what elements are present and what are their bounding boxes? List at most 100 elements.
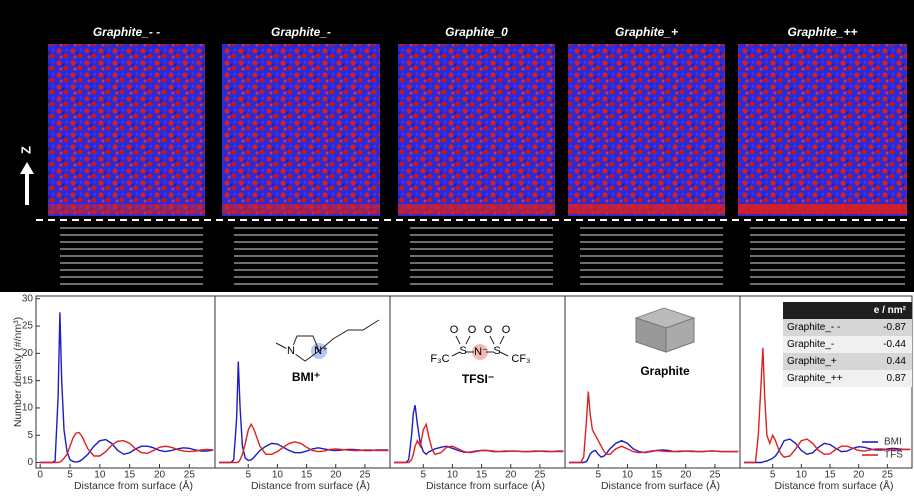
x-tick-label: 5 <box>595 470 601 481</box>
series-line <box>569 391 739 464</box>
series-line <box>219 422 389 464</box>
x-tick-label: 20 <box>154 470 166 481</box>
table-cell: 0.87 <box>887 373 907 384</box>
table-row-bg <box>783 370 912 387</box>
x-tick-label: 25 <box>882 470 894 481</box>
table-row-bg <box>783 336 912 353</box>
x-tick-label: 25 <box>359 470 371 481</box>
snapshots: Graphite_- - Graphite_- Graphite_0 Graphite… <box>48 25 907 285</box>
x-tick-label: 15 <box>824 470 836 481</box>
x-axis-label: Distance from surface (Å) <box>74 479 193 492</box>
x-tick-label: 15 <box>651 470 663 481</box>
interface-layer <box>568 204 725 214</box>
atom-label: CF₃ <box>511 353 530 365</box>
charge-highlight <box>472 344 488 360</box>
x-tick-label: 20 <box>680 470 692 481</box>
snapshot-title: Graphite_- - <box>93 25 160 39</box>
x-tick-label: 10 <box>622 470 634 481</box>
y-tick-label: 15 <box>22 375 34 386</box>
atom-label: S <box>459 345 466 357</box>
md-snapshot <box>222 44 380 216</box>
x-tick-label: 5 <box>770 470 776 481</box>
table-row-bg <box>783 353 912 370</box>
x-tick-label: 10 <box>447 470 459 481</box>
x-tick-label: 10 <box>272 470 284 481</box>
table-cell: Graphite_- <box>787 339 834 350</box>
series-line <box>744 438 911 464</box>
x-tick-label: 20 <box>330 470 342 481</box>
table-cell: -0.44 <box>883 339 906 350</box>
atom-label: F₃C <box>430 353 449 365</box>
y-tick-label: 20 <box>22 348 34 359</box>
structure-label: Graphite <box>640 364 690 378</box>
x-tick-label: 10 <box>796 470 808 481</box>
snapshot-title: Graphite_++ <box>787 25 857 39</box>
x-tick-label: 25 <box>709 470 721 481</box>
atom-label: O <box>484 324 493 336</box>
graphite-icon <box>634 307 696 353</box>
interface-layer <box>48 204 205 214</box>
snapshot-title: Graphite_+ <box>615 25 678 39</box>
atom-label: O <box>450 324 459 336</box>
md-snapshot <box>48 44 205 216</box>
md-snapshot <box>398 44 555 216</box>
x-tick-label: 20 <box>505 470 517 481</box>
z-label: Z <box>18 146 33 154</box>
x-tick-label: 5 <box>67 470 73 481</box>
x-tick-label: 15 <box>476 470 488 481</box>
md-snapshot <box>568 44 725 216</box>
x-tick-label: 15 <box>301 470 313 481</box>
y-axis-label: Number density (#/nm³) <box>12 317 24 427</box>
series-line <box>40 312 214 464</box>
x-tick-label: 20 <box>853 470 865 481</box>
x-axis-label: Distance from surface (Å) <box>251 479 370 492</box>
series-line <box>744 347 911 464</box>
y-tick-label: 25 <box>22 321 34 332</box>
x-tick-label: 5 <box>245 470 251 481</box>
table-cell: -0.87 <box>883 322 906 333</box>
y-tick-label: 10 <box>22 403 34 414</box>
table-cell: Graphite_+ <box>787 356 837 367</box>
atom-label: N <box>287 345 295 357</box>
x-axis-label: Distance from surface (Å) <box>774 479 893 492</box>
y-tick-label: 30 <box>22 293 34 304</box>
tfsi-bonds <box>451 335 509 357</box>
interface-layer <box>222 204 380 214</box>
x-axis-label: Distance from surface (Å) <box>601 479 720 492</box>
md-snapshot <box>738 44 907 216</box>
legend-label: BMI <box>884 437 902 448</box>
atom-label: N⁺ <box>314 345 328 357</box>
atom-label: O <box>502 324 511 336</box>
structure-label: TFSI⁻ <box>462 372 494 386</box>
x-tick-label: 15 <box>124 470 136 481</box>
table-cell: Graphite_++ <box>787 373 843 384</box>
series-line <box>394 422 564 464</box>
atom-label: N⁻ <box>474 346 488 358</box>
table-row-bg <box>783 319 912 336</box>
atom-label: S <box>493 345 500 357</box>
atom-label: O <box>468 324 477 336</box>
z-arrowhead <box>20 162 34 174</box>
table-header: e / nm² <box>874 305 907 316</box>
charge-table: e / nm² Graphite_- - -0.87 Graphite_- -0.44 G… <box>783 302 912 387</box>
x-tick-label: 10 <box>94 470 106 481</box>
table-cell: Graphite_- - <box>787 322 840 333</box>
table-cell: 0.44 <box>887 356 907 367</box>
interface-layer <box>738 204 907 214</box>
series-line <box>40 431 214 464</box>
structure-label: BMI⁺ <box>292 370 320 384</box>
x-tick-label: 0 <box>37 470 43 481</box>
snapshot-title: Graphite_- <box>271 25 331 39</box>
x-tick-label: 25 <box>184 470 196 481</box>
x-tick-label: 5 <box>420 470 426 481</box>
interface-layer <box>398 204 555 214</box>
legend-label: TFS <box>884 450 903 461</box>
series-line <box>219 361 389 464</box>
y-tick-label: 5 <box>27 430 33 441</box>
table-header-bg <box>783 302 912 319</box>
x-axis-label: Distance from surface (Å) <box>426 479 545 492</box>
x-tick-label: 25 <box>534 470 546 481</box>
snapshot-title: Graphite_0 <box>445 25 508 39</box>
